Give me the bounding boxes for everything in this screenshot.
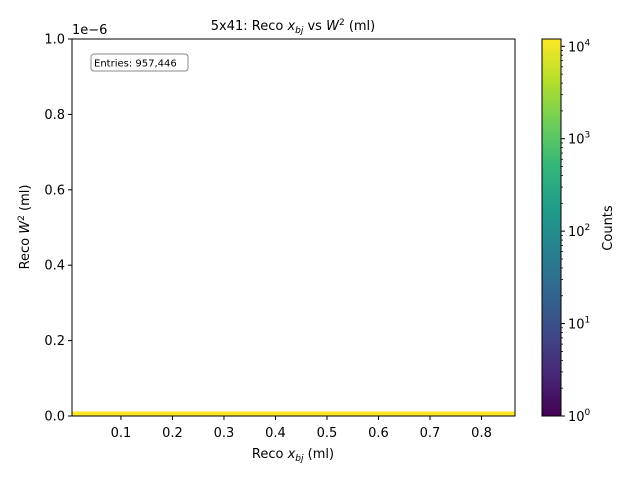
colorbar-frame xyxy=(541,38,562,417)
entries-annotation: Entries: 957,446 xyxy=(90,53,189,72)
x-tick-label: 0.2 xyxy=(162,426,183,441)
plot-frame xyxy=(71,38,516,417)
x-tick-label: 0.5 xyxy=(317,426,338,441)
colorbar-gradient xyxy=(542,39,561,416)
colorbar: 100 101 102 103 104 Counts xyxy=(541,38,616,425)
x-tick-label: 0.4 xyxy=(265,426,286,441)
x-axis-label: Reco xbj (ml) xyxy=(252,447,334,464)
x-tick-label: 0.8 xyxy=(471,426,492,441)
entries-box xyxy=(90,53,189,72)
y-tick-label: 0.2 xyxy=(44,334,65,349)
plot-area: 0.1 0.2 0.3 0.4 0.5 0.6 0.7 0.8 0.0 0.2 0.4 0.6 0.8… xyxy=(44,33,516,441)
heatmap-band xyxy=(72,411,515,416)
y-tick-label: 0.4 xyxy=(44,259,65,274)
x-tick-label: 0.1 xyxy=(111,426,132,441)
colorbar-label: Counts xyxy=(601,205,616,251)
colorbar-tick-label: 102 xyxy=(568,223,590,240)
colorbar-tick-label: 101 xyxy=(568,316,590,333)
y-axis-label: Reco W2 (ml) xyxy=(17,185,33,270)
y-axis-offset: 1e−6 xyxy=(72,23,107,38)
y-tick-label: 1.0 xyxy=(44,33,65,48)
colorbar-tick-label: 100 xyxy=(568,408,591,425)
y-tick-label: 0.0 xyxy=(44,410,65,425)
colorbar-tick-label: 103 xyxy=(568,131,590,148)
y-tick-label: 0.6 xyxy=(44,183,65,198)
chart-title: 5x41: Reco xbj vs W2 (ml) xyxy=(211,18,376,36)
x-tick-label: 0.6 xyxy=(368,426,389,441)
entries-text: Entries: 957,446 xyxy=(94,59,177,70)
x-tick-label: 0.7 xyxy=(420,426,441,441)
colorbar-tick-label: 104 xyxy=(568,38,591,55)
plot-background xyxy=(72,39,515,416)
x-tick-label: 0.3 xyxy=(214,426,235,441)
y-tick-label: 0.8 xyxy=(44,108,65,123)
